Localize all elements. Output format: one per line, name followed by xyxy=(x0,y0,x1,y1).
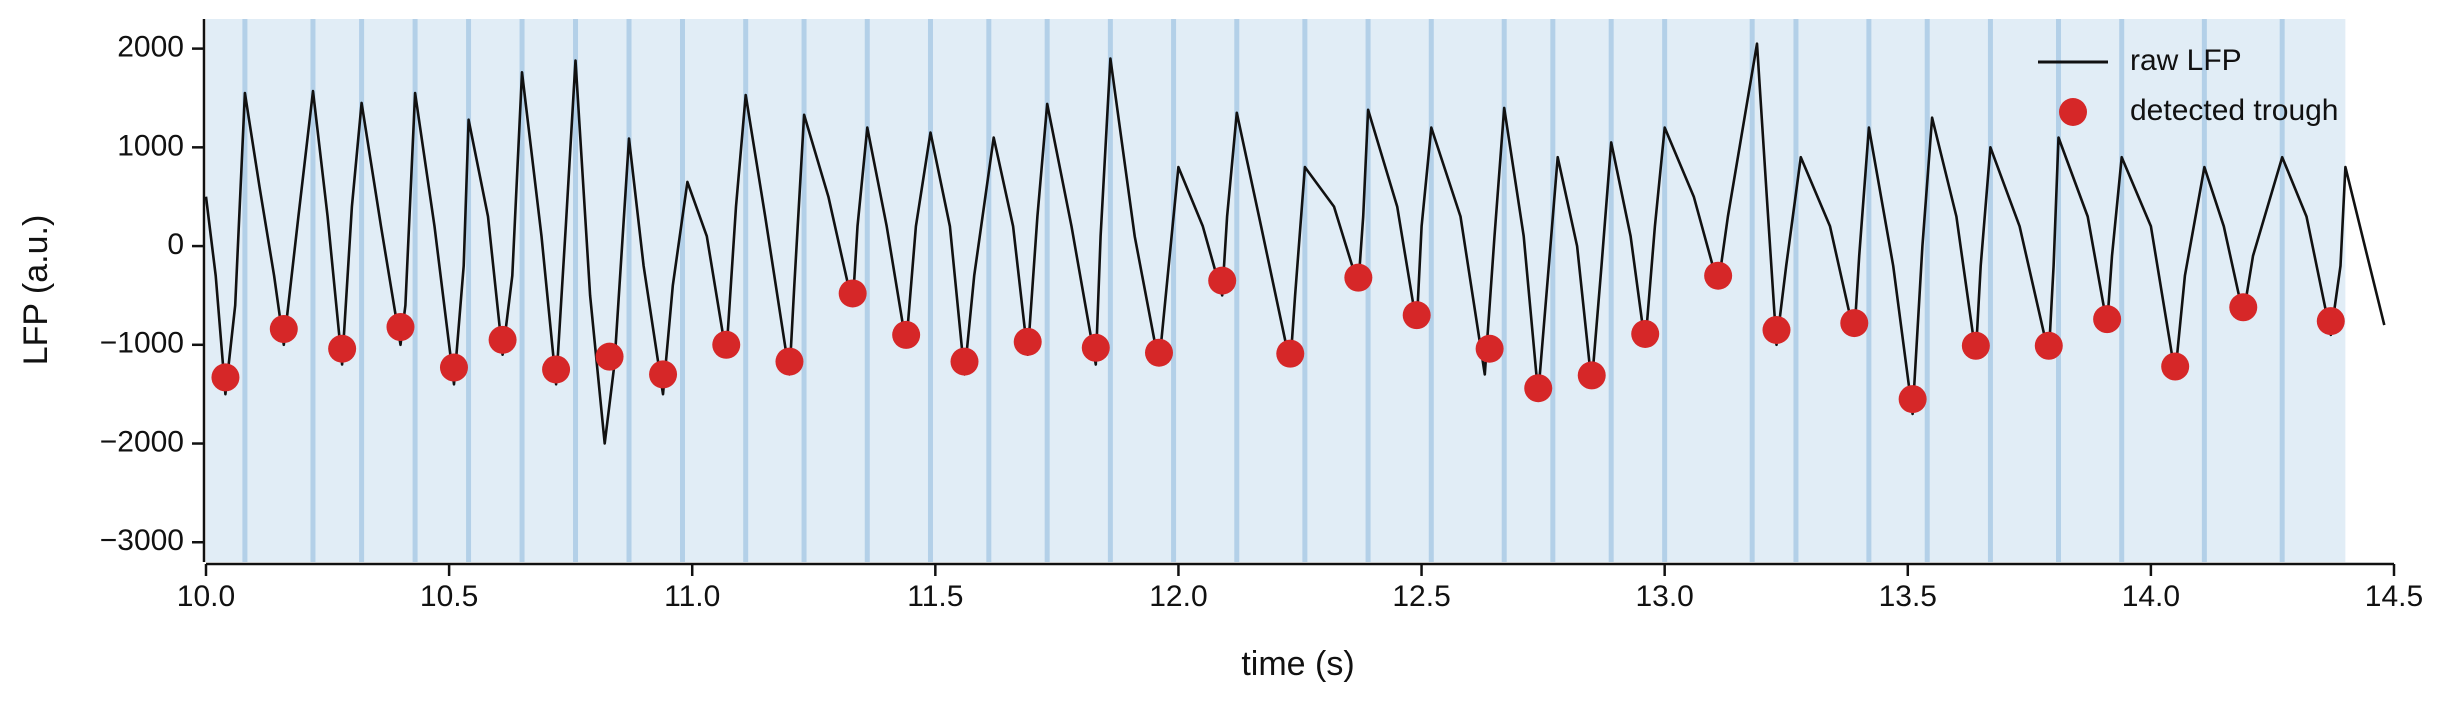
trough-point xyxy=(775,347,804,376)
trough-point xyxy=(1961,331,1990,360)
trough-point xyxy=(1208,266,1237,295)
trough-point xyxy=(1276,339,1305,368)
trough-point xyxy=(1013,327,1042,356)
trough-point xyxy=(838,279,867,308)
y-tick-label: −3000 xyxy=(100,524,184,557)
legend-swatch xyxy=(2059,98,2087,126)
y-tick-label: 2000 xyxy=(117,31,184,64)
x-tick-label: 12.0 xyxy=(1149,580,1207,613)
trough-point xyxy=(2034,331,2063,360)
legend-label: detected trough xyxy=(2130,94,2339,127)
trough-point xyxy=(2161,352,2190,381)
trough-point xyxy=(1704,261,1733,290)
trough-point xyxy=(211,363,240,392)
trough-point xyxy=(1344,263,1373,292)
legend-label: raw LFP xyxy=(2130,44,2242,77)
trough-point xyxy=(1631,319,1660,348)
x-tick-label: 13.0 xyxy=(1635,580,1693,613)
trough-point xyxy=(1402,301,1431,330)
y-axis-label: LFP (a.u.) xyxy=(17,215,55,366)
trough-point xyxy=(1762,315,1791,344)
trough-point xyxy=(1475,334,1504,363)
trough-point xyxy=(2093,305,2122,334)
trough-point xyxy=(439,353,468,382)
trough-point xyxy=(542,355,571,384)
x-tick-label: 14.0 xyxy=(2122,580,2180,613)
trough-point xyxy=(1898,385,1927,414)
trough-point xyxy=(950,347,979,376)
x-tick-label: 10.5 xyxy=(420,580,478,613)
trough-point xyxy=(1081,333,1110,362)
x-axis-label: time (s) xyxy=(1241,645,1354,683)
x-tick-label: 13.5 xyxy=(1879,580,1937,613)
trough-point xyxy=(892,320,921,349)
trough-point xyxy=(2229,293,2258,322)
x-tick-label: 11.5 xyxy=(907,580,963,613)
x-tick-label: 12.5 xyxy=(1392,580,1450,613)
trough-point xyxy=(386,313,415,342)
x-tick-label: 10.0 xyxy=(177,580,235,613)
trough-point xyxy=(1840,309,1869,338)
y-tick-label: −1000 xyxy=(100,327,184,360)
trough-point xyxy=(649,360,678,389)
x-tick-label: 11.0 xyxy=(664,580,720,613)
trough-point xyxy=(328,334,357,363)
y-tick-label: 0 xyxy=(167,228,184,261)
x-tick-label: 14.5 xyxy=(2365,580,2423,613)
trough-point xyxy=(2316,307,2345,336)
trough-point xyxy=(1524,374,1553,403)
y-tick-label: 1000 xyxy=(117,129,184,162)
plot: 10.0 10.5 11.0 11.5 12.0 12.5 13.0 13.5 14.0 14.5… xyxy=(100,19,2423,613)
y-tick-label: −2000 xyxy=(100,425,184,458)
trough-point xyxy=(488,325,517,354)
trough-point xyxy=(712,330,741,359)
trough-point xyxy=(595,342,624,371)
trough-point xyxy=(1144,338,1173,367)
trough-point xyxy=(1577,361,1606,390)
trough-point xyxy=(269,315,298,344)
